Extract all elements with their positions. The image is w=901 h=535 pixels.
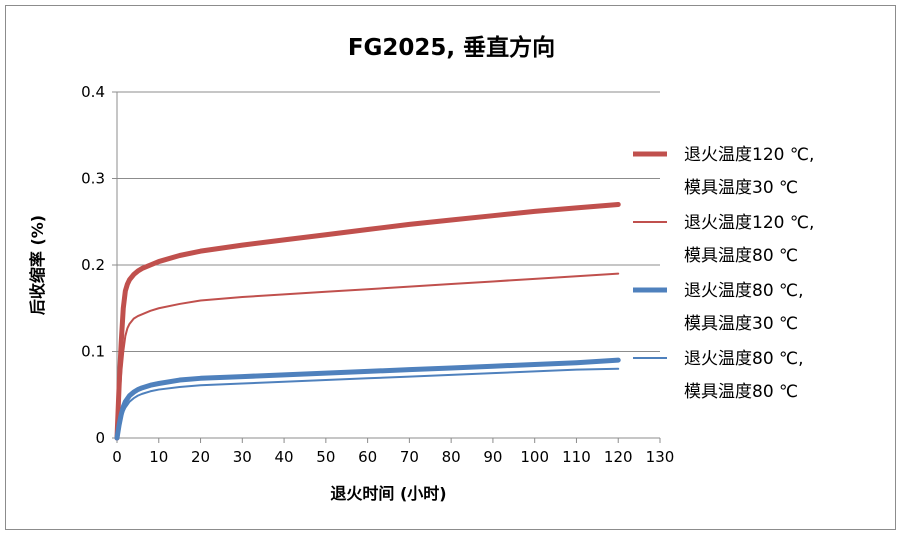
x-tick-label: 50 (316, 448, 335, 466)
x-tick-label: 30 (233, 448, 252, 466)
x-tick-label: 70 (400, 448, 419, 466)
y-tick-label: 0.2 (81, 256, 105, 274)
y-tick-label: 0.3 (81, 170, 105, 188)
axis-layer: 0 0.1 0.2 0.3 0.4 0 10 20 30 40 50 60 70 80 90 100 110 12… (81, 83, 674, 466)
y-axis-title: 后收缩率 (%) (28, 215, 47, 315)
legend-label-4: 退火温度80 ℃, (684, 349, 804, 369)
series-line-2 (116, 272, 620, 439)
series-line-4 (116, 367, 620, 439)
series-line-1 (114, 201, 621, 441)
legend-label-2: 退火温度120 ℃, (684, 213, 814, 233)
x-tick-label: 100 (520, 448, 549, 466)
x-tick-label: 40 (275, 448, 294, 466)
y-tick-label: 0.1 (81, 343, 105, 361)
x-tick-label: 20 (191, 448, 210, 466)
x-tick-label: 90 (483, 448, 502, 466)
x-tick-label: 60 (358, 448, 377, 466)
x-tick-label: 120 (604, 448, 633, 466)
y-tick-label: 0.4 (81, 83, 105, 101)
x-axis-title: 退火时间 (小时) (330, 484, 446, 503)
chart-title: FG2025, 垂直方向 (347, 35, 556, 61)
series-line-3 (114, 357, 621, 441)
legend-layer: 退火温度120 ℃, 模具温度30 ℃ 退火温度120 ℃, 模具温度80 ℃ 退火温度… (633, 145, 814, 402)
x-tick-label: 10 (149, 448, 168, 466)
x-tick-label: 0 (112, 448, 122, 466)
grid-layer (117, 91, 660, 352)
x-tick-label: 80 (442, 448, 461, 466)
legend-label-3: 模具温度30 ℃ (684, 314, 798, 334)
legend-label-3: 退火温度80 ℃, (684, 281, 804, 301)
legend-label-1: 退火温度120 ℃, (684, 145, 814, 165)
x-tick-label: 110 (562, 448, 591, 466)
legend-label-2: 模具温度80 ℃ (684, 246, 798, 266)
x-tick-label: 130 (646, 448, 675, 466)
series-layer (114, 201, 621, 441)
legend-label-1: 模具温度30 ℃ (684, 178, 798, 198)
legend-label-4: 模具温度80 ℃ (684, 382, 798, 402)
y-tick-label: 0 (95, 429, 105, 447)
